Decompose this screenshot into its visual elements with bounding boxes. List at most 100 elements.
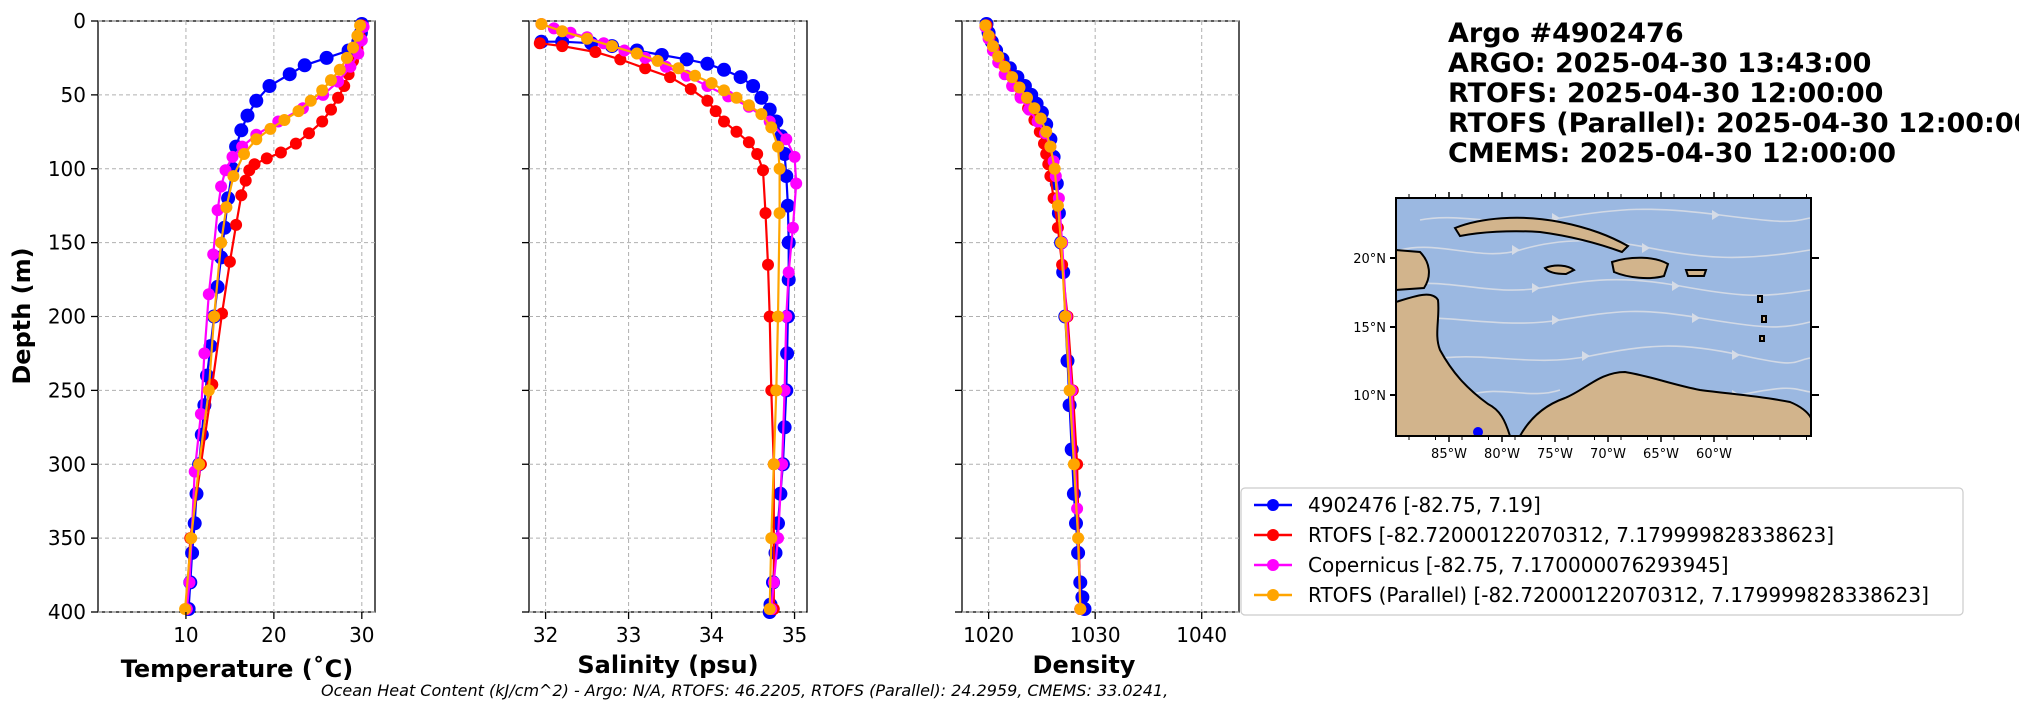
depth-ytick-label: 100 — [48, 157, 86, 181]
salinity-series-point — [786, 221, 799, 234]
salinity-series-point — [705, 77, 718, 90]
density-series-point — [1074, 603, 1087, 615]
temperature-series-point — [230, 218, 243, 231]
density-series-point — [1051, 199, 1064, 212]
depth-ytick-label: 300 — [48, 452, 86, 476]
salinity-series-point — [614, 53, 627, 66]
temperature-series-point — [316, 115, 329, 128]
temperature-series-point — [289, 137, 302, 150]
map-land-jamaica — [1543, 264, 1576, 276]
salinity-series-point — [777, 420, 792, 435]
density-series-group — [979, 17, 1092, 616]
density-series-point — [1028, 102, 1041, 115]
temperature-series-point — [316, 84, 329, 97]
temperature-series-point — [227, 170, 240, 183]
map-land-south-america — [1518, 370, 1811, 436]
map-lat-tick-label: 15°N — [1353, 321, 1386, 336]
temperature-series-point — [260, 152, 273, 165]
temperature-series-point — [304, 94, 317, 107]
salinity-series-point — [780, 133, 793, 146]
legend-frame — [1240, 487, 1964, 616]
salinity-series-point — [672, 62, 685, 75]
salinity-series-point — [755, 108, 768, 121]
salinity-series-point — [701, 94, 714, 107]
map-lon-tick-label: 80°W — [1484, 447, 1520, 462]
salinity-series-point — [788, 150, 801, 163]
temperature-series-point — [238, 148, 250, 160]
salinity-series-point — [780, 346, 795, 361]
temperature-series-point — [264, 122, 277, 135]
map-land-puerto-rico — [1684, 269, 1708, 277]
density-series-point — [998, 60, 1011, 73]
salinity-series-point — [772, 310, 784, 323]
depth-ytick-label: 200 — [48, 305, 86, 329]
salinity-ticks: 32 33 34 35 — [522, 20, 807, 647]
salinity-series-point — [754, 90, 769, 105]
density-xtick-label: 1040 — [1176, 623, 1227, 647]
depth-ytick-label: 250 — [48, 378, 86, 402]
map-frame — [1395, 197, 1812, 437]
salinity-xtick-label: 35 — [782, 623, 807, 647]
temperature-series-point — [332, 91, 345, 104]
salinity-series-point — [718, 84, 730, 97]
legend-marker — [1267, 499, 1279, 511]
salinity-series-point — [765, 121, 778, 134]
salinity-series-point — [781, 235, 796, 250]
salinity-series-point — [746, 79, 761, 93]
salinity-series-point — [782, 266, 795, 279]
depth-ytick-label: 350 — [48, 526, 86, 550]
temperature-series-point — [351, 29, 364, 42]
legend-label: RTOFS (Parallel) [-82.72000122070312, 7.… — [1308, 583, 1929, 607]
map-ticks: 85°W 80°W 75°W 70°W 65°W 60°W 20°N 15°N 10°N — [1353, 192, 1819, 462]
legend-marker — [1267, 589, 1279, 601]
temperature-series-point — [220, 201, 233, 214]
density-series-point — [1044, 140, 1057, 153]
salinity-series-point — [556, 40, 569, 53]
salinity-series-point — [759, 207, 772, 220]
temperature-series-point — [217, 220, 232, 235]
salinity-series-point — [556, 25, 569, 38]
density-xtick-label: 1020 — [963, 623, 1014, 647]
legend: 4902476 [-82.75, 7.19] RTOFS [-82.7200012… — [1240, 487, 1964, 616]
temperature-series-point — [340, 51, 353, 64]
legend-label: Copernicus [-82.75, 7.170000076293945] — [1308, 553, 1729, 577]
map-land — [1396, 216, 1811, 436]
temperature-series-group — [179, 17, 370, 616]
density-xtick-label: 1030 — [1070, 623, 1121, 647]
salinity-series-point — [700, 56, 715, 71]
legend-label: RTOFS [-82.72000122070312, 7.17999982833… — [1308, 523, 1834, 547]
density-series-point — [982, 29, 995, 42]
density-series-point — [979, 19, 992, 32]
temperature-series-point — [249, 93, 264, 108]
salinity-series-point — [639, 62, 652, 75]
density-series-point — [1021, 91, 1033, 104]
salinity-series-point — [630, 47, 643, 60]
salinity-series-point — [763, 603, 776, 615]
temperature-plot-frame — [97, 20, 376, 613]
title-line-argo-time: ARGO: 2025-04-30 13:43:00 — [1448, 48, 1871, 79]
density-series-point — [986, 40, 999, 53]
salinity-series-point — [742, 99, 755, 112]
title-block: Argo #4902476 ARGO: 2025-04-30 13:43:00 … — [1448, 18, 2019, 169]
temperature-series-point — [207, 248, 220, 261]
salinity-xtick-label: 34 — [699, 623, 724, 647]
title-line-cmems-time: CMEMS: 2025-04-30 12:00:00 — [1448, 138, 1896, 169]
temperature-series-point — [282, 67, 297, 82]
salinity-series-point — [790, 177, 803, 190]
density-plot-frame — [961, 20, 1240, 613]
salinity-series-point — [776, 458, 789, 471]
map-lon-tick-label: 70°W — [1590, 447, 1626, 462]
map-lon-tick-label: 65°W — [1643, 447, 1679, 462]
temperature-series-point — [274, 146, 287, 159]
depth-ytick-label: 400 — [48, 600, 86, 624]
salinity-series-point — [765, 532, 778, 545]
temperature-series-point — [325, 74, 337, 87]
legend-items: 4902476 [-82.75, 7.19] RTOFS [-82.7200012… — [1254, 493, 1929, 607]
salinity-series-point — [581, 32, 594, 45]
temperature-series-point — [202, 384, 215, 397]
map-land-lesser-antilles — [1757, 295, 1767, 342]
temperature-series-point — [187, 516, 202, 531]
temperature-series-point — [319, 50, 334, 65]
